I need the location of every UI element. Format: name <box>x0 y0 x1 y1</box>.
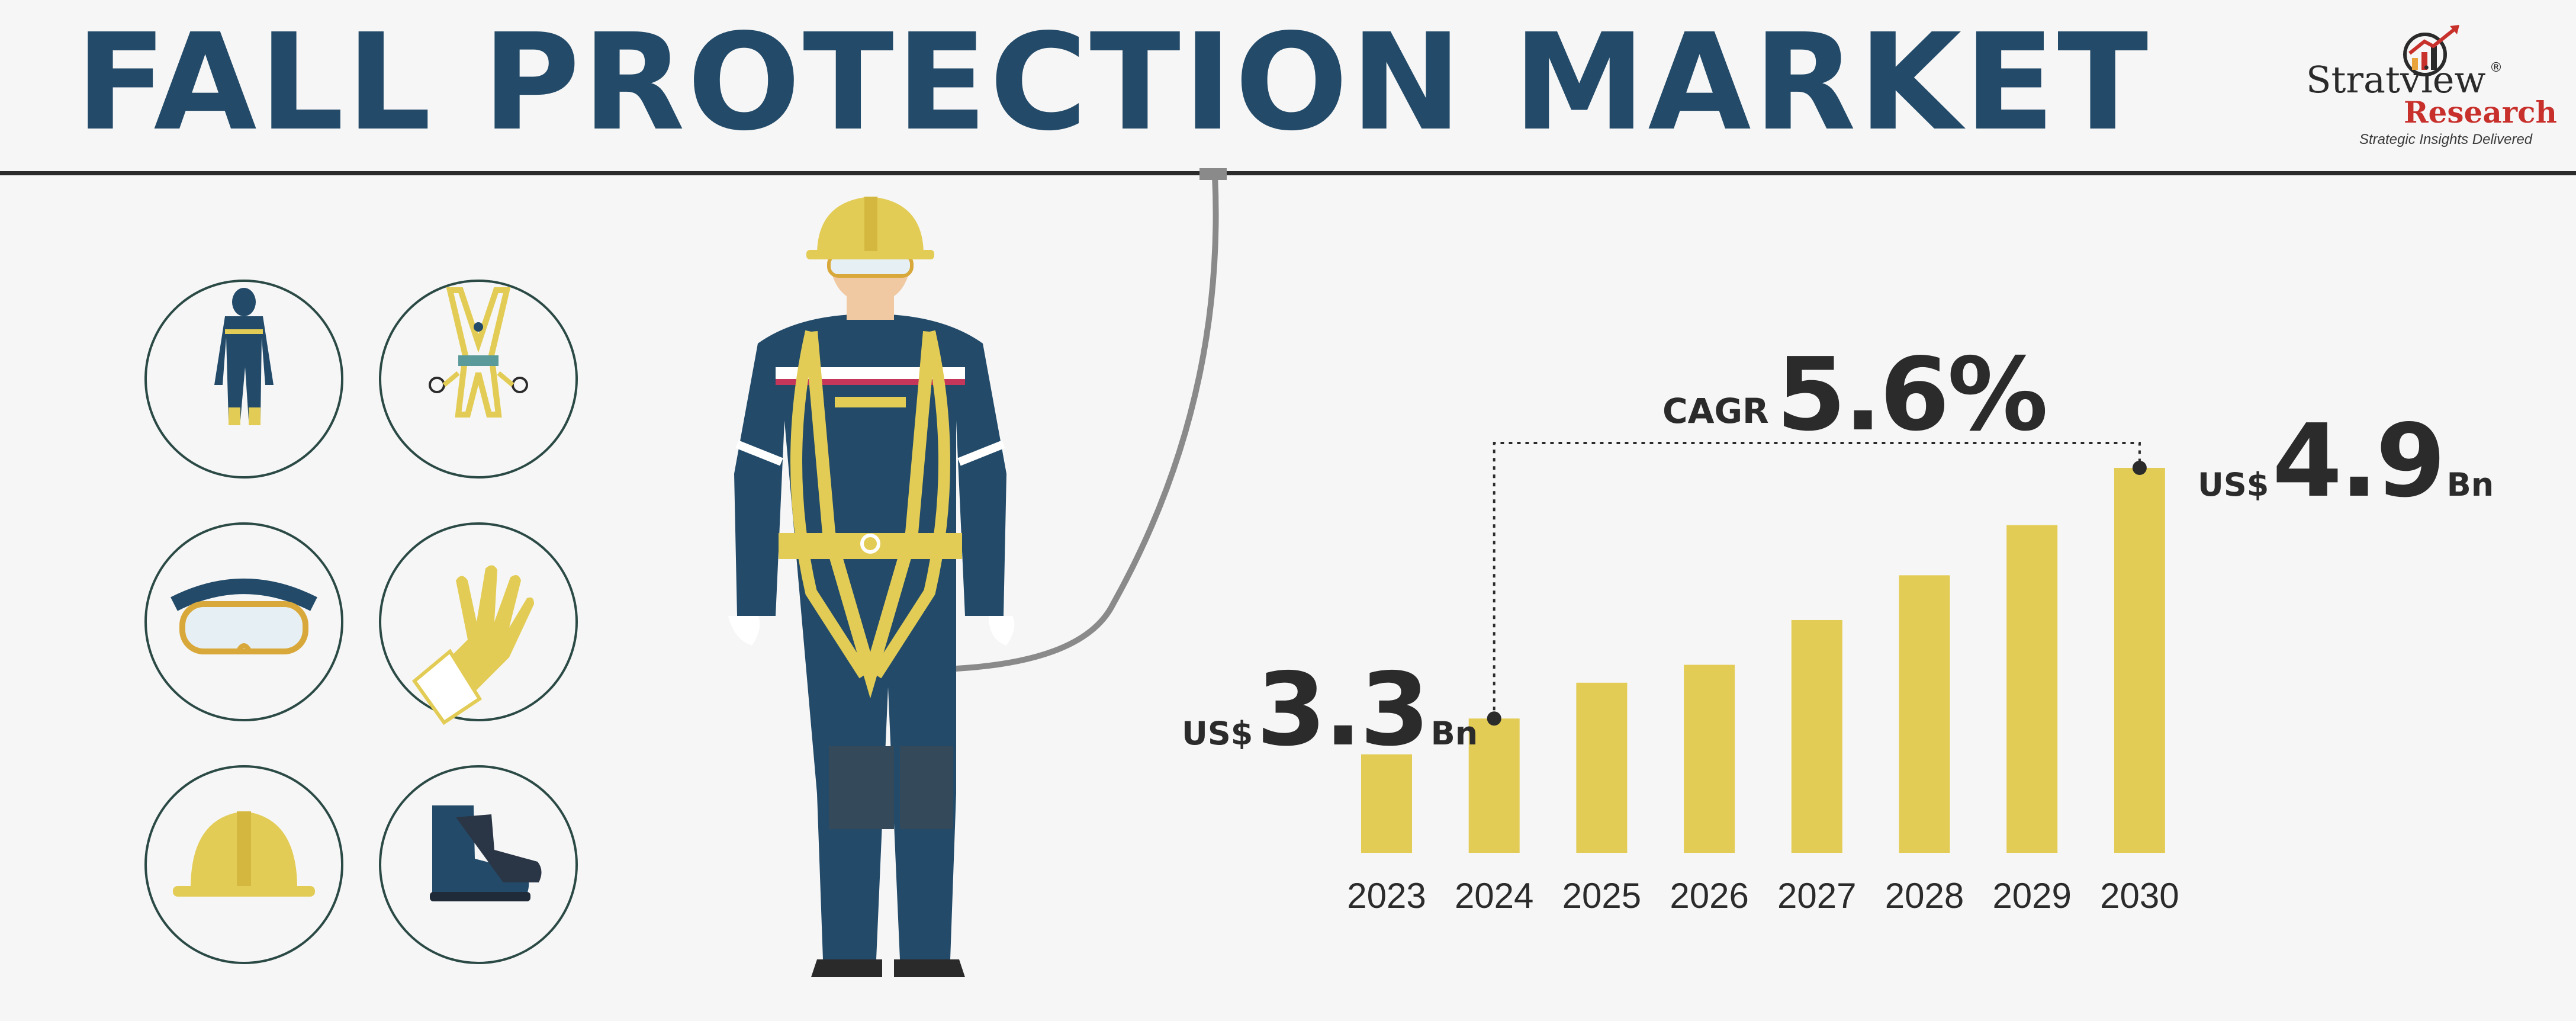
logo-name-primary: Stratview <box>2306 58 2486 101</box>
cagr-end-dot <box>2132 461 2147 475</box>
logo-chart-icon <box>2403 25 2459 76</box>
x-tick-label-2026: 2026 <box>1670 876 1749 916</box>
worker-illustration <box>728 168 1227 977</box>
lanyard-line <box>887 175 1219 673</box>
x-tick-label-2029: 2029 <box>1992 876 2072 916</box>
end-value-currency: US$ <box>2198 466 2269 503</box>
bars-group <box>1361 468 2165 853</box>
logo-name-secondary: Research <box>2404 95 2557 130</box>
x-tick-label-2025: 2025 <box>1562 876 1642 916</box>
bar-2028 <box>1899 575 1950 853</box>
goggles-icon <box>144 522 343 721</box>
bar-2023 <box>1361 754 1412 853</box>
hard-hat-icon <box>144 765 343 964</box>
start-value-annotation: US$ 3.3 Bn <box>1182 651 1478 769</box>
bar-2025 <box>1576 682 1628 853</box>
page-title: FALL PROTECTION MARKET <box>75 5 2151 160</box>
equipment-icons-grid <box>144 280 578 964</box>
cagr-dotted-line <box>1493 442 2141 719</box>
glove-icon <box>379 522 578 725</box>
x-tick-label-2023: 2023 <box>1347 876 1426 916</box>
cagr-connector <box>1487 442 2147 726</box>
bar-2030 <box>2114 468 2165 853</box>
cagr-label: CAGR <box>1662 391 1769 431</box>
bar-2024 <box>1468 718 1520 853</box>
cagr-value: 5.6% <box>1776 336 2048 454</box>
logo-registered-mark: ® <box>2490 60 2503 75</box>
end-value-number: 4.9 <box>2272 403 2446 520</box>
x-tick-label-2024: 2024 <box>1454 876 1534 916</box>
bar-2029 <box>2006 525 2058 853</box>
logo-tagline: Strategic Insights Delivered <box>2359 131 2533 147</box>
x-tick-label-2027: 2027 <box>1777 876 1857 916</box>
x-tick-label-2028: 2028 <box>1884 876 1964 916</box>
worker-figure <box>728 197 1015 977</box>
anchor-point <box>1199 168 1227 180</box>
cagr-start-dot <box>1487 711 1501 726</box>
x-tick-label-2030: 2030 <box>2100 876 2179 916</box>
harness-icon <box>379 280 578 479</box>
start-value-currency: US$ <box>1182 715 1253 752</box>
end-value-annotation: US$ 4.9 Bn <box>2198 403 2494 520</box>
start-value-number: 3.3 <box>1256 651 1430 769</box>
coverall-icon <box>144 280 343 479</box>
end-value-unit: Bn <box>2446 466 2494 503</box>
header-divider <box>0 171 2576 175</box>
bar-2027 <box>1791 619 1842 853</box>
start-value-unit: Bn <box>1430 715 1478 752</box>
bar-2026 <box>1684 664 1735 853</box>
safety-boots-icon <box>379 765 578 964</box>
